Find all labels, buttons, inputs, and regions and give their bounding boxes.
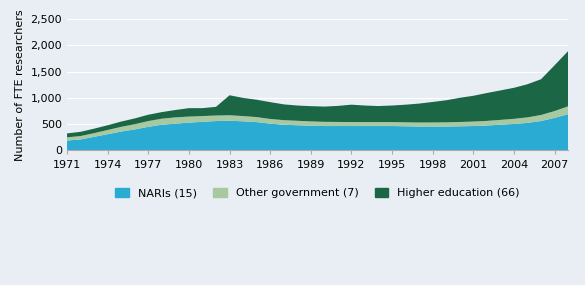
Y-axis label: Number of FTE researchers: Number of FTE researchers [15, 9, 25, 160]
Legend: NARIs (15), Other government (7), Higher education (66): NARIs (15), Other government (7), Higher… [111, 184, 524, 203]
